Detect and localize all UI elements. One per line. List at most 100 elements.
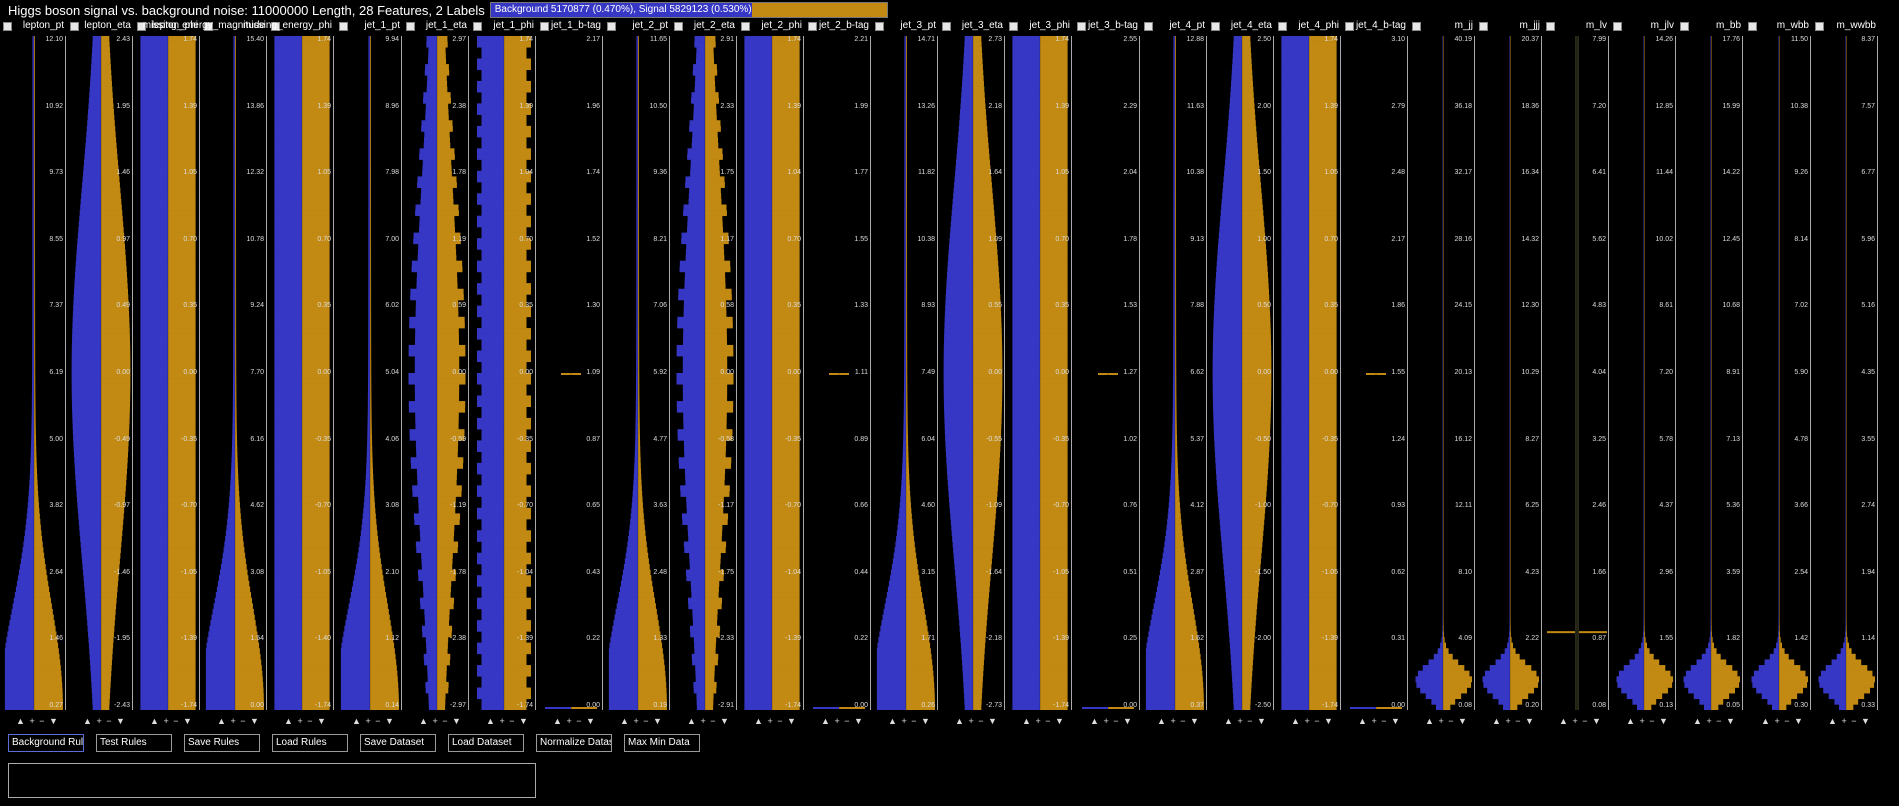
save-dataset-button[interactable]: Save Dataset bbox=[360, 734, 436, 752]
move-down-icon[interactable]: ▼ bbox=[720, 716, 730, 726]
column-select-checkbox[interactable] bbox=[875, 22, 884, 31]
distribution-plot[interactable] bbox=[1279, 36, 1339, 710]
zoom-out-icon[interactable]: − bbox=[1314, 716, 1321, 726]
zoom-out-icon[interactable]: − bbox=[1851, 716, 1858, 726]
zoom-in-icon[interactable]: + bbox=[1639, 716, 1646, 726]
distribution-plot[interactable] bbox=[541, 36, 601, 710]
move-down-icon[interactable]: ▼ bbox=[1659, 716, 1669, 726]
move-up-icon[interactable]: ▲ bbox=[821, 716, 831, 726]
column-select-checkbox[interactable] bbox=[1680, 22, 1689, 31]
distribution-plot[interactable] bbox=[407, 36, 467, 710]
distribution-plot[interactable] bbox=[4, 36, 64, 710]
zoom-out-icon[interactable]: − bbox=[39, 716, 46, 726]
zoom-in-icon[interactable]: + bbox=[700, 716, 707, 726]
move-down-icon[interactable]: ▼ bbox=[1861, 716, 1871, 726]
zoom-out-icon[interactable]: − bbox=[777, 716, 784, 726]
zoom-in-icon[interactable]: + bbox=[968, 716, 975, 726]
zoom-in-icon[interactable]: + bbox=[1841, 716, 1848, 726]
zoom-out-icon[interactable]: − bbox=[576, 716, 583, 726]
distribution-plot[interactable] bbox=[1480, 36, 1540, 710]
column-select-checkbox[interactable] bbox=[1748, 22, 1757, 31]
column-select-checkbox[interactable] bbox=[942, 22, 951, 31]
zoom-out-icon[interactable]: − bbox=[1045, 716, 1052, 726]
zoom-in-icon[interactable]: + bbox=[1035, 716, 1042, 726]
distribution-plot[interactable] bbox=[608, 36, 668, 710]
move-down-icon[interactable]: ▼ bbox=[1525, 716, 1535, 726]
move-down-icon[interactable]: ▼ bbox=[250, 716, 260, 726]
distribution-plot[interactable] bbox=[272, 36, 332, 710]
column-select-checkbox[interactable] bbox=[1815, 22, 1824, 31]
move-up-icon[interactable]: ▲ bbox=[1358, 716, 1368, 726]
zoom-in-icon[interactable]: + bbox=[29, 716, 36, 726]
zoom-out-icon[interactable]: − bbox=[106, 716, 113, 726]
move-down-icon[interactable]: ▼ bbox=[1592, 716, 1602, 726]
move-up-icon[interactable]: ▲ bbox=[1559, 716, 1569, 726]
zoom-in-icon[interactable]: + bbox=[1438, 716, 1445, 726]
move-up-icon[interactable]: ▲ bbox=[888, 716, 898, 726]
zoom-in-icon[interactable]: + bbox=[499, 716, 506, 726]
zoom-in-icon[interactable]: + bbox=[96, 716, 103, 726]
zoom-out-icon[interactable]: − bbox=[1515, 716, 1522, 726]
move-up-icon[interactable]: ▲ bbox=[620, 716, 630, 726]
move-down-icon[interactable]: ▼ bbox=[921, 716, 931, 726]
move-up-icon[interactable]: ▲ bbox=[1761, 716, 1771, 726]
column-select-checkbox[interactable] bbox=[1412, 22, 1421, 31]
zoom-out-icon[interactable]: − bbox=[710, 716, 717, 726]
zoom-in-icon[interactable]: + bbox=[633, 716, 640, 726]
zoom-out-icon[interactable]: − bbox=[442, 716, 449, 726]
move-up-icon[interactable]: ▲ bbox=[1492, 716, 1502, 726]
move-down-icon[interactable]: ▼ bbox=[653, 716, 663, 726]
zoom-out-icon[interactable]: − bbox=[1113, 716, 1120, 726]
column-select-checkbox[interactable] bbox=[1345, 22, 1354, 31]
zoom-out-icon[interactable]: − bbox=[978, 716, 985, 726]
rules-output-box[interactable] bbox=[8, 763, 536, 798]
zoom-out-icon[interactable]: − bbox=[240, 716, 247, 726]
distribution-plot[interactable] bbox=[1614, 36, 1674, 710]
move-up-icon[interactable]: ▲ bbox=[754, 716, 764, 726]
move-down-icon[interactable]: ▼ bbox=[1257, 716, 1267, 726]
distribution-plot[interactable] bbox=[809, 36, 869, 710]
zoom-in-icon[interactable]: + bbox=[365, 716, 372, 726]
zoom-out-icon[interactable]: − bbox=[1582, 716, 1589, 726]
column-select-checkbox[interactable] bbox=[1144, 22, 1153, 31]
move-up-icon[interactable]: ▲ bbox=[955, 716, 965, 726]
distribution-plot[interactable] bbox=[71, 36, 131, 710]
move-up-icon[interactable]: ▲ bbox=[1090, 716, 1100, 726]
distribution-plot[interactable] bbox=[340, 36, 400, 710]
move-up-icon[interactable]: ▲ bbox=[1022, 716, 1032, 726]
zoom-in-icon[interactable]: + bbox=[163, 716, 170, 726]
distribution-plot[interactable] bbox=[1078, 36, 1138, 710]
zoom-out-icon[interactable]: − bbox=[375, 716, 382, 726]
max-min-data-button[interactable]: Max Min Data bbox=[624, 734, 700, 752]
move-up-icon[interactable]: ▲ bbox=[1626, 716, 1636, 726]
move-up-icon[interactable]: ▲ bbox=[1224, 716, 1234, 726]
zoom-out-icon[interactable]: − bbox=[844, 716, 851, 726]
zoom-out-icon[interactable]: − bbox=[1381, 716, 1388, 726]
background-rule-1-button[interactable]: Background Rule 1 bbox=[8, 734, 84, 752]
column-select-checkbox[interactable] bbox=[473, 22, 482, 31]
move-up-icon[interactable]: ▲ bbox=[553, 716, 563, 726]
zoom-in-icon[interactable]: + bbox=[297, 716, 304, 726]
zoom-out-icon[interactable]: − bbox=[1247, 716, 1254, 726]
move-up-icon[interactable]: ▲ bbox=[284, 716, 294, 726]
load-rules-button[interactable]: Load Rules bbox=[272, 734, 348, 752]
column-select-checkbox[interactable] bbox=[540, 22, 549, 31]
distribution-plot[interactable] bbox=[1212, 36, 1272, 710]
move-up-icon[interactable]: ▲ bbox=[1157, 716, 1167, 726]
column-select-checkbox[interactable] bbox=[1479, 22, 1488, 31]
move-down-icon[interactable]: ▼ bbox=[317, 716, 327, 726]
zoom-out-icon[interactable]: − bbox=[1784, 716, 1791, 726]
column-select-checkbox[interactable] bbox=[808, 22, 817, 31]
zoom-in-icon[interactable]: + bbox=[566, 716, 573, 726]
distribution-plot[interactable] bbox=[1681, 36, 1741, 710]
distribution-plot[interactable] bbox=[138, 36, 198, 710]
move-up-icon[interactable]: ▲ bbox=[16, 716, 26, 726]
move-up-icon[interactable]: ▲ bbox=[83, 716, 93, 726]
load-dataset-button[interactable]: Load Dataset bbox=[448, 734, 524, 752]
distribution-plot[interactable] bbox=[1010, 36, 1070, 710]
zoom-in-icon[interactable]: + bbox=[1505, 716, 1512, 726]
move-up-icon[interactable]: ▲ bbox=[687, 716, 697, 726]
zoom-out-icon[interactable]: − bbox=[1180, 716, 1187, 726]
column-select-checkbox[interactable] bbox=[1278, 22, 1287, 31]
zoom-in-icon[interactable]: + bbox=[901, 716, 908, 726]
